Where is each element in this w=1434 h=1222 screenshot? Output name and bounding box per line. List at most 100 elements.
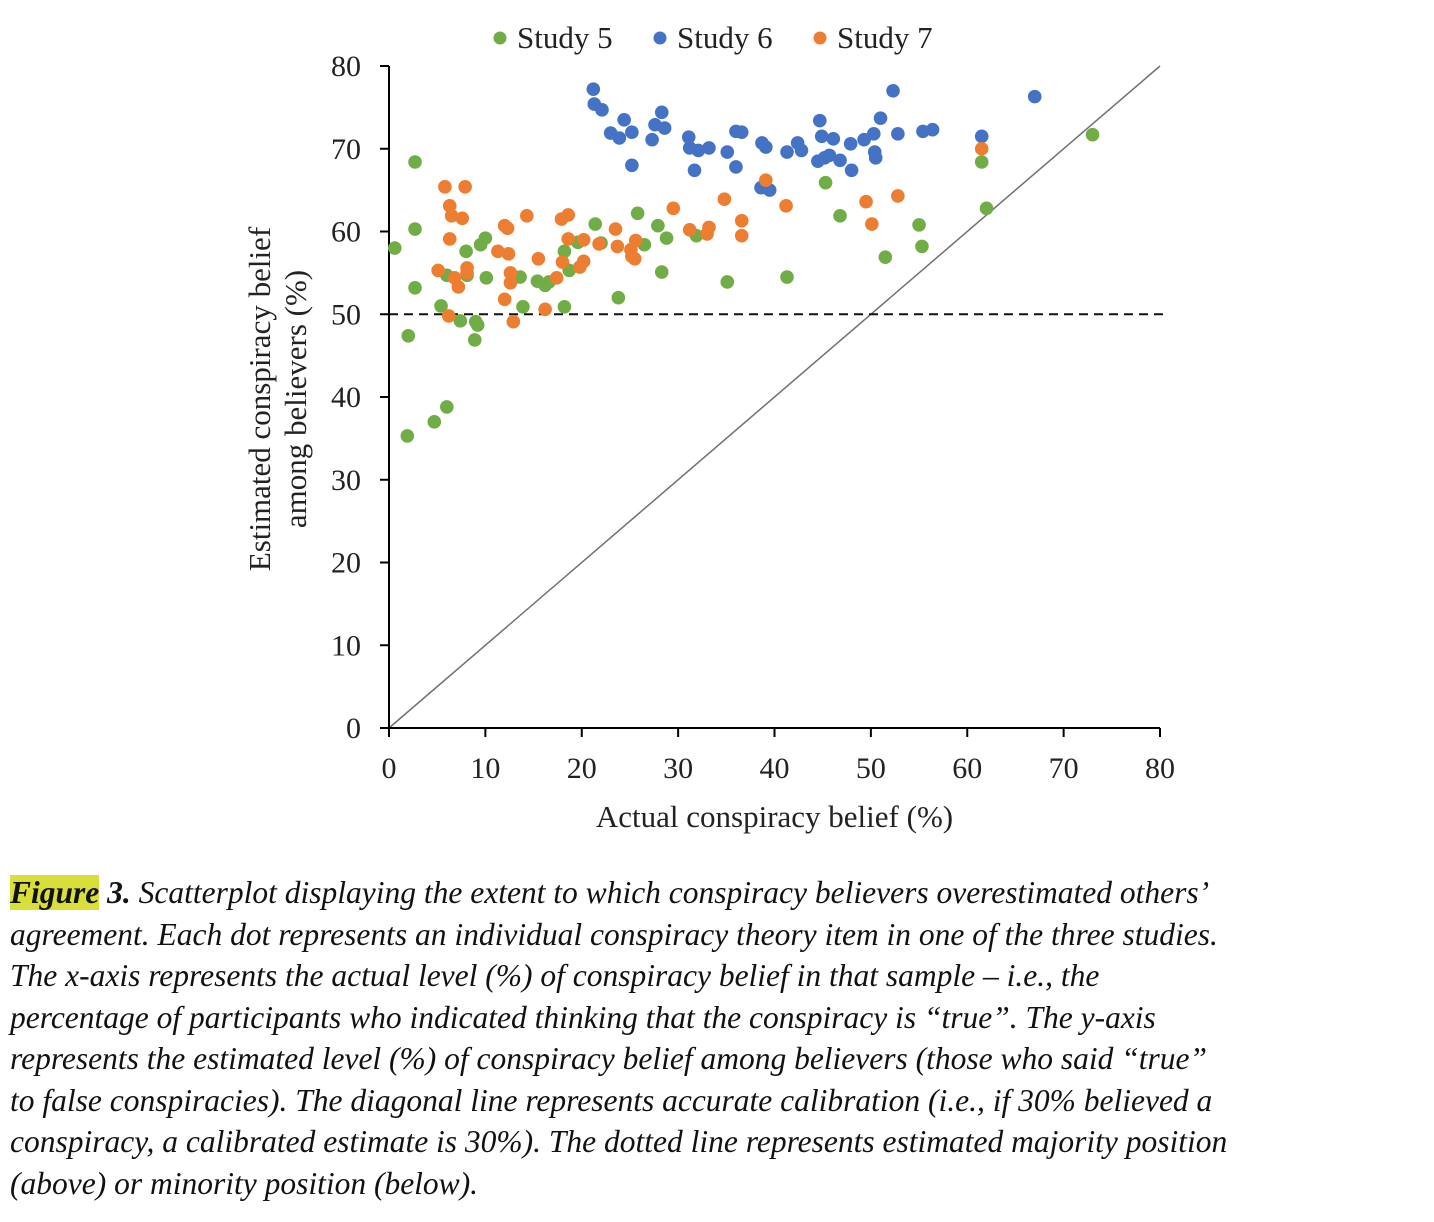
data-point-study-5 <box>408 280 422 295</box>
data-point-study-7 <box>859 194 873 209</box>
caption-line: agreement. Each dot represents an indivi… <box>10 916 1218 952</box>
data-point-study-7 <box>500 221 515 235</box>
data-point-study-5 <box>478 231 493 245</box>
data-point-study-6 <box>681 130 696 144</box>
data-point-study-5 <box>557 300 572 314</box>
data-point-study-6 <box>654 105 669 120</box>
data-point-study-6 <box>822 148 837 163</box>
data-point-study-7 <box>442 232 457 246</box>
data-point-study-7 <box>576 232 591 247</box>
data-point-study-7 <box>549 271 564 285</box>
y-tick-label: 10 <box>331 629 361 662</box>
data-point-study-5 <box>400 429 415 443</box>
data-point-study-5 <box>557 244 572 259</box>
figure-caption: Figure 3. Scatterplot displaying the ext… <box>10 872 1430 1204</box>
data-point-study-5 <box>467 333 482 347</box>
data-point-study-7 <box>666 201 681 216</box>
caption-line: (above) or minority position (below). <box>10 1165 479 1201</box>
x-tick-label: 10 <box>470 752 500 785</box>
data-point-study-6 <box>780 145 794 159</box>
data-point-study-5 <box>654 265 669 279</box>
data-point-study-6 <box>794 143 809 158</box>
data-point-study-7 <box>734 228 749 243</box>
data-point-study-6 <box>625 125 639 139</box>
data-point-study-7 <box>682 223 697 237</box>
data-point-study-6 <box>617 112 631 127</box>
y-tick-label: 80 <box>331 50 361 83</box>
data-point-study-6 <box>595 103 609 117</box>
caption-line: The x-axis represents the actual level (… <box>10 958 1100 993</box>
data-point-study-5 <box>1085 127 1100 142</box>
data-point-study-5 <box>833 208 847 223</box>
data-point-study-7 <box>531 252 546 266</box>
data-point-study-6 <box>625 158 639 173</box>
data-point-study-7 <box>460 266 474 280</box>
data-point-study-7 <box>624 242 638 257</box>
y-tick-label: 0 <box>346 712 361 745</box>
x-tick-label: 50 <box>856 752 886 785</box>
x-tick-label: 0 <box>382 752 397 785</box>
data-point-study-5 <box>611 290 626 305</box>
data-point-study-5 <box>453 314 468 328</box>
data-point-study-5 <box>912 218 926 232</box>
data-point-study-6 <box>873 111 888 125</box>
data-point-study-6 <box>734 125 749 139</box>
data-point-study-7 <box>503 276 518 290</box>
data-point-study-6 <box>691 143 706 158</box>
data-point-study-5 <box>387 241 402 255</box>
data-point-study-7 <box>506 314 521 329</box>
data-point-study-6 <box>826 132 841 146</box>
caption-text: Scatterplot displaying the extent to whi… <box>130 875 1210 910</box>
caption-line: Figure 3. Scatterplot displaying the ext… <box>10 872 1430 914</box>
data-point-study-7 <box>455 211 470 226</box>
x-tick-label: 60 <box>952 752 982 785</box>
data-point-study-5 <box>408 155 422 169</box>
x-tick-label: 30 <box>663 752 693 785</box>
data-point-study-7 <box>451 280 466 294</box>
data-point-study-6 <box>702 141 716 155</box>
data-point-study-7 <box>431 263 445 278</box>
y-tick-label: 50 <box>331 298 361 331</box>
data-point-study-5 <box>459 244 473 259</box>
data-point-study-5 <box>630 206 645 221</box>
data-point-study-6 <box>844 163 859 178</box>
x-tick-label: 80 <box>1145 752 1175 785</box>
data-point-study-7 <box>576 254 591 269</box>
data-point-study-5 <box>440 400 454 414</box>
data-point-study-7 <box>538 302 552 317</box>
data-point-study-6 <box>814 129 829 144</box>
data-point-study-6 <box>687 163 702 178</box>
data-point-study-5 <box>434 299 448 313</box>
x-tick-label: 20 <box>567 752 597 785</box>
data-point-study-6 <box>867 145 882 159</box>
data-point-study-6 <box>812 113 827 128</box>
data-point-study-7 <box>702 220 716 235</box>
data-point-study-6 <box>586 82 601 96</box>
data-point-study-7 <box>734 213 749 228</box>
data-point-study-5 <box>979 201 994 216</box>
data-point-study-7 <box>491 244 505 259</box>
data-point-study-7 <box>444 208 459 223</box>
y-axis-label: Estimated conspiracy belief <box>242 226 277 571</box>
data-point-study-5 <box>780 270 794 284</box>
data-point-study-5 <box>878 250 893 264</box>
data-point-study-5 <box>588 217 603 231</box>
data-point-study-5 <box>720 275 735 289</box>
y-tick-label: 30 <box>331 464 361 497</box>
x-axis-label: Actual conspiracy belief (%) <box>596 799 953 834</box>
data-point-study-5 <box>408 222 422 236</box>
data-point-study-6 <box>720 145 735 159</box>
data-point-study-5 <box>401 328 416 343</box>
data-point-study-7 <box>497 292 512 307</box>
data-point-study-7 <box>561 232 576 246</box>
data-point-study-5 <box>818 175 833 190</box>
data-point-study-7 <box>458 180 472 194</box>
data-point-study-7 <box>555 255 570 269</box>
y-axis-label: among believers (%) <box>278 270 313 528</box>
data-point-study-6 <box>843 136 858 151</box>
data-point-study-7 <box>608 222 623 236</box>
data-point-study-6 <box>891 127 905 141</box>
caption-line: represents the estimated level (%) of co… <box>10 1041 1208 1076</box>
data-point-study-5 <box>479 271 494 285</box>
data-point-study-6 <box>833 153 847 168</box>
